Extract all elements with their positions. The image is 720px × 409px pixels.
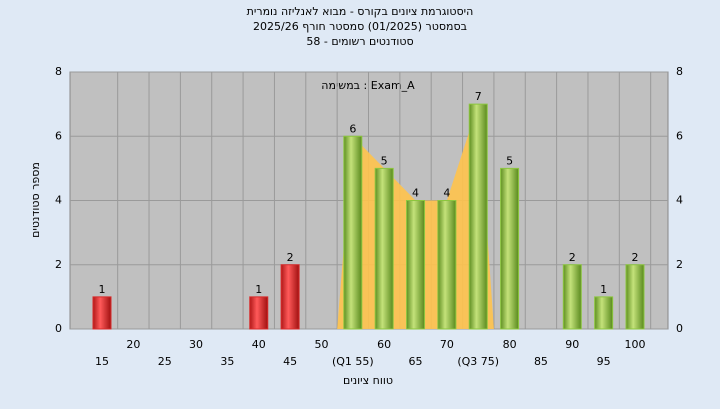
x-tick-label: 85 xyxy=(534,355,548,368)
x-tick-label: 100 xyxy=(625,338,646,351)
x-axis-label: טווח ציונים xyxy=(343,374,393,387)
bar xyxy=(625,264,645,330)
bar xyxy=(594,296,614,330)
data-label: 7 xyxy=(475,90,482,103)
data-label: 1 xyxy=(255,283,262,296)
data-label: 5 xyxy=(381,154,388,167)
bar xyxy=(562,264,582,330)
bar xyxy=(468,103,488,330)
y-tick-label: 4 xyxy=(55,194,62,207)
data-label: 2 xyxy=(632,251,639,264)
data-label: 2 xyxy=(569,251,576,264)
chart-subtitle: סטודנטים רשומים - 58 xyxy=(306,35,413,48)
x-tick-label: (Q3 75) xyxy=(457,355,499,368)
y-tick-label: 8 xyxy=(55,65,62,78)
data-label: 1 xyxy=(600,283,607,296)
bar xyxy=(343,135,363,330)
chart-title: היסטוגרמת ציונים בקורס - מבוא לאנליזה נו… xyxy=(247,5,474,18)
y-tick-label: 6 xyxy=(676,129,683,142)
y-tick-label: 0 xyxy=(55,322,62,335)
x-tick-label: 35 xyxy=(220,355,234,368)
y-tick-label: 6 xyxy=(55,129,62,142)
data-label: 4 xyxy=(412,187,419,200)
data-label: 4 xyxy=(443,187,450,200)
y-tick-label: 4 xyxy=(676,194,683,207)
x-tick-label: 40 xyxy=(252,338,266,351)
bar xyxy=(280,264,300,330)
x-tick-label: 45 xyxy=(283,355,297,368)
data-label: 5 xyxy=(506,154,513,167)
x-tick-label: (Q1 55) xyxy=(332,355,374,368)
x-tick-label: 70 xyxy=(440,338,454,351)
x-tick-label: 95 xyxy=(597,355,611,368)
bar xyxy=(500,167,520,330)
x-tick-label: 30 xyxy=(189,338,203,351)
chart-subtitle: בסמסטר (01/2025) סמסטר חורף 2025/26 xyxy=(253,20,467,33)
x-tick-label: 25 xyxy=(158,355,172,368)
x-tick-label: 80 xyxy=(503,338,517,351)
y-tick-label: 8 xyxy=(676,65,683,78)
x-tick-label: 60 xyxy=(377,338,391,351)
data-label: 1 xyxy=(99,283,106,296)
bar xyxy=(374,167,394,330)
bar xyxy=(406,200,426,330)
x-tick-label: 50 xyxy=(314,338,328,351)
y-tick-label: 0 xyxy=(676,322,683,335)
bar xyxy=(92,296,112,330)
y-axis-label: מספר סטודנטים xyxy=(29,162,42,238)
y-tick-label: 2 xyxy=(55,258,62,271)
bar xyxy=(249,296,269,330)
data-label: 6 xyxy=(349,122,356,135)
y-tick-label: 2 xyxy=(676,258,683,271)
data-label: 2 xyxy=(287,251,294,264)
bar xyxy=(437,200,457,330)
x-tick-label: 15 xyxy=(95,355,109,368)
x-tick-label: 65 xyxy=(409,355,423,368)
x-tick-label: 90 xyxy=(565,338,579,351)
x-tick-label: 20 xyxy=(126,338,140,351)
